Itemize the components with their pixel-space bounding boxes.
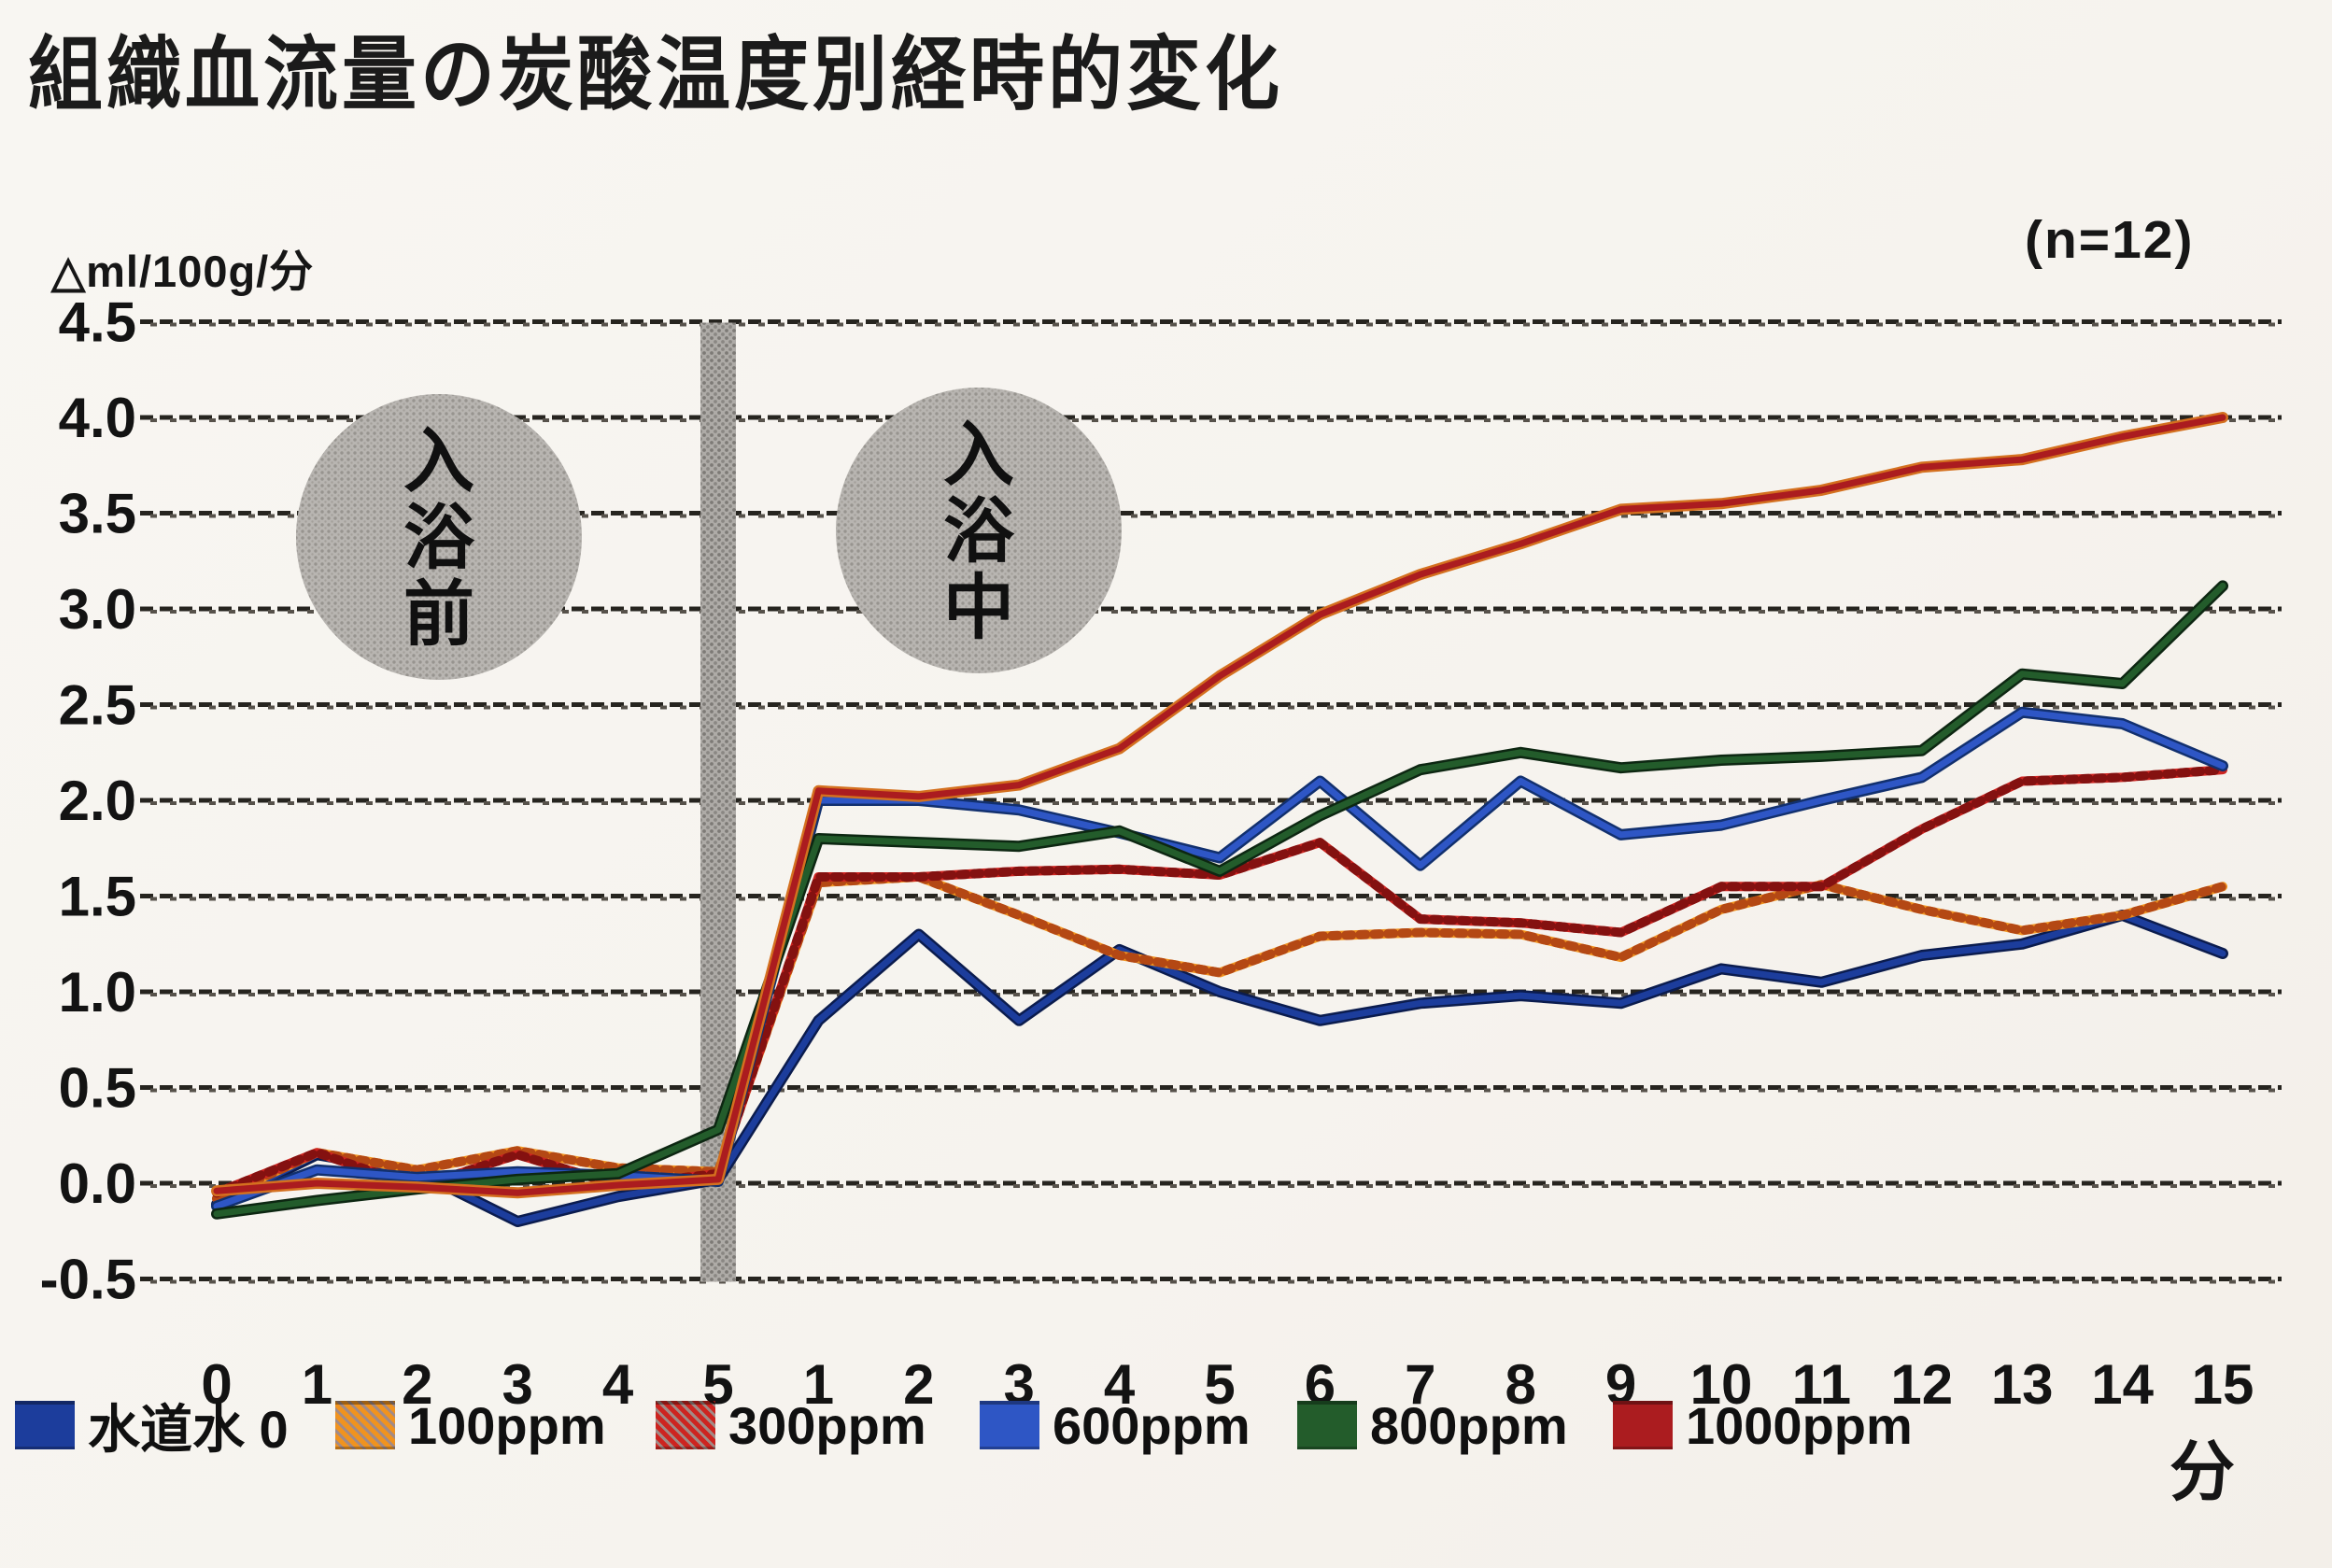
phase-label-during: 浴 — [943, 492, 1015, 572]
phase-label-before: 入 — [403, 422, 474, 501]
y-tick-label: 3.5 — [59, 483, 136, 545]
legend-swatch-800ppm — [1297, 1401, 1357, 1449]
x-tick-label: 1 — [803, 1353, 834, 1416]
y-tick-label: -0.5 — [40, 1249, 136, 1311]
phase-circle-during — [836, 388, 1122, 673]
x-tick-label: 15 — [2192, 1353, 2254, 1416]
x-tick-label: 8 — [1505, 1353, 1536, 1416]
x-tick-label: 3 — [502, 1353, 533, 1416]
phase-label-before: 浴 — [403, 499, 475, 578]
legend-item-100ppm: 100ppm — [335, 1395, 606, 1455]
y-tick-label: 4.0 — [59, 387, 136, 449]
series-line-800ppm — [213, 582, 2226, 1218]
x-tick-label: 14 — [2091, 1353, 2154, 1416]
legend-swatch-600ppm — [980, 1401, 1039, 1449]
legend-label-1000ppm: 1000ppm — [1686, 1395, 1913, 1455]
phase-circle-before — [296, 394, 582, 680]
y-tick-label: 0.5 — [59, 1057, 136, 1120]
y-tick-label: 1.0 — [59, 961, 136, 1024]
x-tick-label: 7 — [1405, 1353, 1435, 1416]
y-axis-unit-label: △ml/100g/分 — [51, 247, 315, 296]
legend-swatch-tap-water — [15, 1401, 75, 1449]
legend-item-800ppm: 800ppm — [1297, 1395, 1568, 1455]
x-tick-label: 10 — [1690, 1353, 1753, 1416]
x-tick-label: 1 — [302, 1353, 332, 1416]
legend-item-300ppm: 300ppm — [656, 1395, 926, 1455]
legend-label-100ppm: 100ppm — [408, 1395, 606, 1455]
y-tick-label: 2.5 — [59, 674, 136, 737]
y-tick-label: 3.0 — [59, 578, 136, 641]
legend-item-600ppm: 600ppm — [980, 1395, 1251, 1455]
x-tick-label: 12 — [1890, 1353, 1953, 1416]
chart-title: 組織血流量の炭酸温度別経時的変化 — [28, 29, 1283, 120]
series-line-1000ppm — [213, 414, 2226, 1196]
sample-size-label: (n=12) — [2025, 210, 2195, 270]
y-tick-label: 2.0 — [59, 770, 136, 832]
x-axis-unit-label: 分 — [2169, 1435, 2235, 1508]
x-tick-label: 11 — [1792, 1353, 1851, 1416]
legend-swatch-100ppm — [335, 1401, 395, 1449]
phase-label-during: 中 — [943, 569, 1014, 648]
legend-swatch-300ppm — [656, 1401, 715, 1449]
phase-label-during: 入 — [943, 416, 1014, 495]
legend-label-800ppm: 800ppm — [1370, 1395, 1568, 1455]
legend-label-600ppm: 600ppm — [1053, 1395, 1251, 1455]
legend: 水道水 0 100ppm 300ppm 600ppm 800ppm 1000ppm — [0, 1395, 2332, 1470]
x-tick-label: 4 — [602, 1353, 634, 1416]
x-tick-label: 2 — [402, 1353, 432, 1416]
legend-label-300ppm: 300ppm — [728, 1395, 926, 1455]
y-tick-label: 1.5 — [59, 866, 136, 928]
x-tick-label: 2 — [903, 1353, 934, 1416]
y-tick-label: 4.5 — [59, 291, 136, 354]
x-tick-label: 0 — [201, 1353, 232, 1416]
x-tick-label: 5 — [1204, 1353, 1235, 1416]
series-layer — [211, 412, 2228, 1227]
series-line-300ppm — [212, 765, 2227, 1198]
series-line-tap-water — [213, 911, 2226, 1225]
legend-swatch-1000ppm — [1613, 1401, 1673, 1449]
y-tick-label: 0.0 — [59, 1152, 136, 1215]
x-tick-label: 4 — [1104, 1353, 1136, 1416]
legend-item-tap-water: 水道水 0 — [15, 1395, 289, 1459]
legend-item-1000ppm: 1000ppm — [1613, 1395, 1913, 1455]
x-tick-label: 13 — [1991, 1353, 2054, 1416]
legend-label-tap-water: 水道水 0 — [88, 1399, 289, 1459]
phase-label-before: 前 — [403, 575, 474, 655]
series-line-100ppm — [212, 872, 2227, 1204]
